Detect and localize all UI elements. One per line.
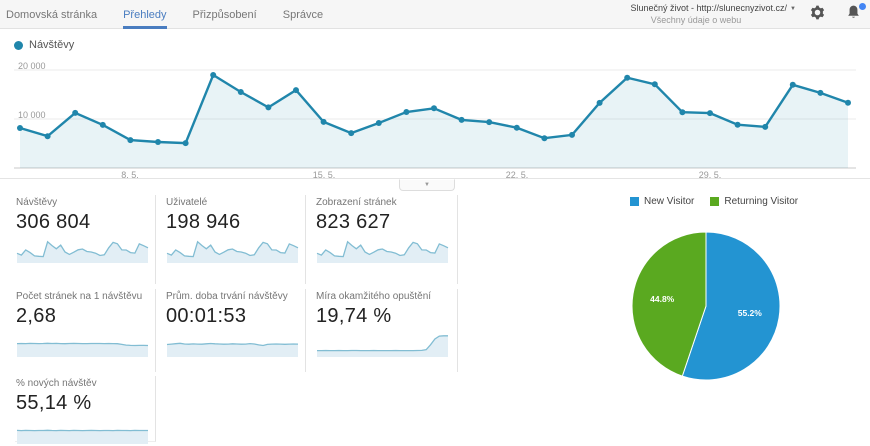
metric-label[interactable]: Uživatelé [166,197,208,208]
pie-legend-label: Returning Visitor [724,196,799,207]
metric-value: 823 627 [316,211,391,233]
section-divider [0,178,870,179]
y-axis-tick-label: 20 000 [18,61,46,71]
pie-slice-label: 44.8% [650,294,675,304]
notification-badge [858,2,867,11]
metric-value: 306 804 [16,211,91,233]
bell-icon [848,5,859,18]
metric-value: 55,14 % [16,392,92,414]
main-nav: Domovská stránka Přehledy Přizpůsobení S… [6,0,323,29]
sparkline-bounce-rate [317,335,448,357]
x-axis-tick-label: 29. 5. [698,170,722,180]
account-name-text: Slunečný život - http://slunecnyzivot.cz… [630,3,788,13]
caret-down-icon: ▼ [424,182,430,188]
sparkline-pageviews [316,240,449,263]
metric-label[interactable]: Prům. doba trvání návštěvy [166,291,288,302]
nav-item-customization[interactable]: Přizpůsobení [192,8,257,21]
metric-card-new-visits[interactable]: % nových návštěv 55,14 % [15,376,156,444]
visitor-type-pie: 55.2% 44.8% [631,231,781,381]
metric-label[interactable]: Návštěvy [16,197,58,208]
metric-card-avg-duration[interactable]: Prům. doba trvání návštěvy 00:01:53 [165,289,306,372]
top-navigation-bar: Domovská stránka Přehledy Přizpůsobení S… [0,0,870,29]
metric-value: 19,74 % [316,305,392,327]
sparkline-new-visits [16,429,148,444]
metric-label[interactable]: % nových návštěv [16,378,97,389]
metric-value: 198 946 [166,211,241,233]
metric-card-pages-per-visit[interactable]: Počet stránek na 1 návštěvu 2,68 [15,289,156,372]
pie-slice-label: 55.2% [738,308,763,318]
notifications-bell[interactable] [845,2,867,21]
account-selector[interactable]: Slunečný život - http://slunecnyzivot.cz… [596,3,796,25]
nav-item-admin[interactable]: Správce [282,8,324,21]
pie-slice-returning-visitor [631,231,707,377]
pie-legend-item-new-visitor: New Visitor [630,196,694,207]
nav-item-home[interactable]: Domovská stránka [6,8,98,21]
metric-card-pageviews[interactable]: Zobrazení stránek 823 627 [315,195,458,284]
chevron-down-icon: ▼ [790,6,796,12]
chart-collapse-button[interactable]: ▼ [399,179,455,191]
x-axis-tick-label: 8. 5. [121,170,139,180]
legend-dot-icon [14,40,23,50]
metric-card-visits[interactable]: Návštěvy 306 804 [15,195,156,284]
visits-line-chart [14,69,856,169]
pie-legend: New Visitor Returning Visitor [630,196,798,207]
metric-value: 2,68 [16,305,57,327]
nav-item-reporting[interactable]: Přehledy [123,8,167,29]
metric-card-bounce-rate[interactable]: Míra okamžitého opuštění 19,74 % [315,289,458,372]
account-name[interactable]: Slunečný život - http://slunecnyzivot.cz… [596,3,796,13]
chart-metric-label: Návštěvy [29,39,75,51]
metric-value: 00:01:53 [166,305,247,327]
sparkline-avg-duration [166,342,299,357]
y-axis-tick-label: 10 000 [18,110,46,120]
metric-label[interactable]: Míra okamžitého opuštění [316,291,432,302]
x-axis-tick-label: 15. 5. [312,170,336,180]
metric-card-users[interactable]: Uživatelé 198 946 [165,195,306,284]
chart-metric-selector[interactable]: Návštěvy [14,39,74,51]
metric-label[interactable]: Počet stránek na 1 návštěvu [16,291,143,302]
x-axis-tick-label: 22. 5. [505,170,529,180]
pie-legend-label: New Visitor [644,196,695,207]
sparkline-users [166,240,299,263]
metric-label[interactable]: Zobrazení stránek [316,197,397,208]
pie-slice-new-visitor [681,231,781,381]
legend-swatch-icon [630,197,639,206]
account-view-name: Všechny údaje o webu [650,15,742,25]
gear-icon[interactable] [809,4,826,21]
pie-legend-item-returning-visitor: Returning Visitor [710,196,798,207]
legend-swatch-icon [710,197,720,206]
sparkline-pages-per-visit [16,342,149,357]
sparkline-visits [16,240,149,263]
